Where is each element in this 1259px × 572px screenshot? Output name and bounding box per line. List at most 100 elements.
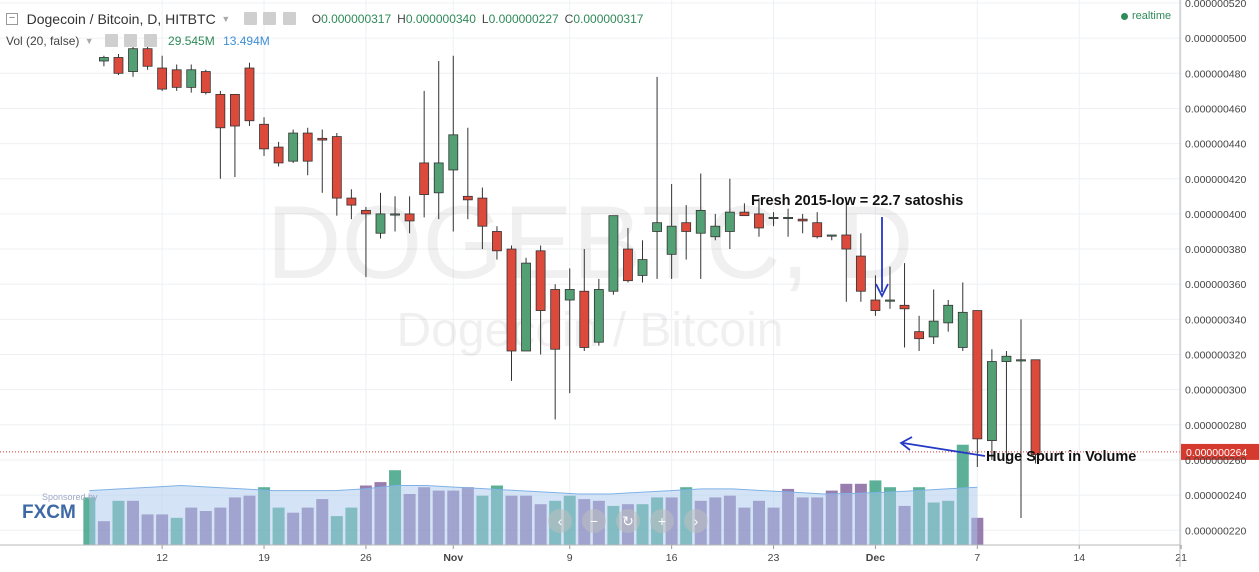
candle[interactable] [1030,359,1041,464]
candle[interactable] [375,192,386,239]
candle[interactable] [448,55,459,232]
y-tick-label: 0.000000340 [1185,314,1246,326]
candle[interactable] [1016,319,1026,518]
candle[interactable] [404,196,415,234]
candle[interactable] [361,206,371,278]
candle[interactable] [259,117,269,156]
collapse-icon[interactable]: − [6,12,18,25]
candle[interactable] [623,227,633,283]
zoom-out-button[interactable]: − [582,509,606,533]
candle[interactable] [346,189,357,220]
candle[interactable] [972,310,983,467]
candle[interactable] [128,46,138,77]
candle-body [535,250,546,311]
chevron-down-icon[interactable]: ▼ [221,13,231,24]
candle[interactable] [914,315,924,351]
candle[interactable] [943,300,954,332]
candle[interactable] [390,196,400,232]
volume-ma-area [89,485,978,545]
source-icon[interactable] [263,12,277,26]
candle[interactable] [244,62,255,127]
candle[interactable] [535,245,546,355]
candle[interactable] [230,93,240,177]
candle[interactable] [841,201,852,302]
candle[interactable] [826,234,837,241]
candle[interactable] [492,226,502,260]
candle[interactable] [695,173,706,279]
annotations: Fresh 2015-low = 22.7 satoshis Huge Spurt… [751,193,1136,465]
candle[interactable] [797,213,808,234]
candle-body [695,209,706,234]
candle-body [477,197,488,227]
candle[interactable] [157,55,168,91]
y-tick-label: 0.000000360 [1185,279,1246,291]
sponsor-badge[interactable]: Sponsored by FXCM [22,492,98,524]
candle[interactable] [870,275,881,316]
candle[interactable] [506,245,517,381]
candle[interactable] [608,215,619,295]
candle[interactable] [885,266,895,309]
candle[interactable] [710,213,721,241]
candle[interactable] [331,133,342,216]
candle[interactable] [171,64,182,91]
candle-body [899,304,910,310]
candle[interactable] [564,268,575,394]
candle-body [448,134,459,171]
candle[interactable] [215,90,226,179]
annotation-text: Huge Spurt in Volume [986,449,1136,465]
reset-button[interactable]: ↻ [616,509,640,533]
y-tick-label: 0.000000220 [1185,525,1246,537]
candle[interactable] [1001,350,1012,464]
chevron-down-icon[interactable]: ▼ [84,35,94,46]
candle[interactable] [739,203,750,217]
candle[interactable] [899,263,910,348]
candle[interactable] [724,178,735,250]
candle[interactable] [754,198,764,237]
candle[interactable] [113,53,124,76]
source-icon[interactable] [124,34,138,48]
y-tick-label: 0.000000440 [1185,139,1246,151]
candle[interactable] [855,233,866,302]
candle[interactable] [273,141,284,167]
candle[interactable] [812,212,823,239]
scroll-right-button[interactable]: › [684,509,708,533]
candle[interactable] [521,257,531,352]
candle-body [986,361,997,442]
candle[interactable] [768,212,779,227]
candle[interactable] [928,289,939,344]
candle[interactable] [666,184,677,279]
x-tick-label: 14 [1073,552,1085,564]
candle[interactable] [462,127,473,220]
candle[interactable] [550,284,561,420]
candle[interactable] [783,208,793,237]
candle[interactable] [681,205,692,260]
zoom-in-button[interactable]: + [650,509,674,533]
candle[interactable] [652,76,662,279]
candle-body [550,289,561,350]
candle[interactable] [302,127,313,176]
candle[interactable] [579,249,590,351]
candle[interactable] [288,129,299,163]
candle[interactable] [419,90,430,218]
candle[interactable] [99,55,109,67]
close-icon[interactable] [143,34,157,48]
candle[interactable] [986,349,997,460]
candle-body [142,48,153,67]
candle[interactable] [433,60,444,220]
candle-body [841,234,852,250]
candle[interactable] [186,64,197,93]
settings-icon[interactable] [104,34,118,48]
close-icon[interactable] [283,12,297,26]
candle[interactable] [477,187,488,250]
candle[interactable] [957,282,968,351]
scroll-left-button[interactable]: ‹ [548,509,572,533]
candle[interactable] [200,69,211,95]
candle[interactable] [637,240,648,283]
candle[interactable] [317,129,328,193]
candle[interactable] [593,278,604,346]
symbol-title[interactable]: Dogecoin / Bitcoin, D, HITBTC [26,10,216,27]
volume-label[interactable]: Vol (20, false) [6,33,80,48]
settings-icon[interactable] [243,12,257,26]
